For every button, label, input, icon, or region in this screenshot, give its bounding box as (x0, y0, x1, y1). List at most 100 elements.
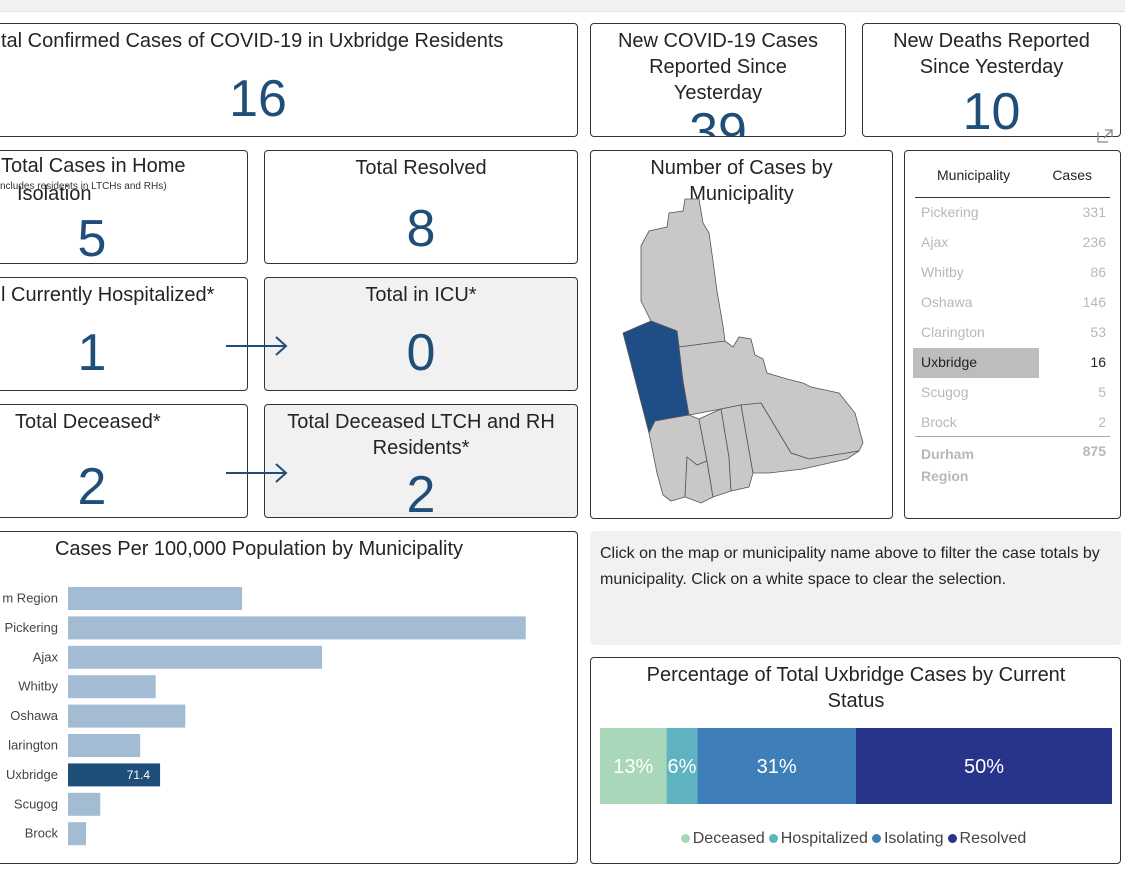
municipality-cases: 146 (1082, 294, 1106, 310)
municipality-cases: 236 (1082, 234, 1106, 250)
legend-label: Hospitalized (780, 830, 868, 847)
municipality-name: Ajax (921, 234, 949, 250)
bar-category-label: larington (8, 738, 58, 753)
new-deaths-value: 10 (962, 83, 1021, 137)
municipality-name: Brock (921, 414, 957, 430)
bar-larington[interactable] (68, 734, 141, 757)
new-cases-card[interactable]: New COVID-19 Cases Reported Since Yester… (590, 23, 846, 137)
stack-segment-isolating[interactable] (697, 728, 856, 804)
bar-data-label: 71.4 (127, 768, 151, 782)
new-deaths-title: New Deaths Reported Since Yesterday (893, 30, 1090, 78)
bar-ajax[interactable] (68, 645, 323, 669)
table-row[interactable]: Brock 2 (913, 408, 1112, 438)
top-strip (0, 0, 1125, 12)
legend-dot-icon (871, 833, 881, 843)
arrow-right-icon (226, 336, 288, 356)
arrow-right-icon (226, 463, 288, 483)
stack-segment-label: 50% (964, 756, 1004, 778)
expand-icon[interactable] (1096, 128, 1114, 144)
legend-dot-icon (680, 833, 690, 843)
municipality-cases: 86 (1090, 264, 1106, 280)
municipality-name: Oshawa (921, 294, 973, 310)
deceased-value: 2 (77, 458, 107, 516)
new-cases-title: New COVID-19 Cases Reported Since Yester… (617, 30, 819, 104)
legend-label: Resolved (959, 830, 1027, 847)
map-card[interactable]: Number of Cases by Municipality (590, 150, 893, 519)
municipality-name: Pickering (921, 204, 979, 220)
legend-label: Deceased (692, 830, 765, 847)
home-isolation-note: ncludes residents in LTCHs and RHs) (0, 181, 167, 192)
total-resolved-title: Total Resolved (355, 157, 487, 179)
bar-m-region[interactable] (68, 587, 243, 610)
bar-category-label: Whitby (18, 679, 58, 694)
municipality-name: Scugog (921, 384, 969, 400)
legend-item-isolating[interactable]: Isolating (871, 830, 944, 847)
cases-per-100k-card[interactable]: Cases Per 100,000 Population by Municipa… (0, 531, 578, 864)
bar-whitby[interactable] (68, 675, 156, 699)
cases-per-100k-chart: Cases Per 100,000 Population by Municipa… (2, 538, 526, 846)
legend-item-resolved[interactable]: Resolved (947, 830, 1027, 847)
bar-category-label: m Region (2, 591, 58, 606)
bar-category-label: Brock (25, 826, 59, 841)
table-row[interactable]: Whitby 86 (913, 258, 1112, 288)
deceased-ltch-value: 2 (406, 466, 436, 518)
total-row-label[interactable]: Durham Region (921, 446, 974, 484)
bar-pickering[interactable] (68, 616, 526, 640)
bar-scugog[interactable] (68, 792, 101, 816)
icu-card[interactable]: Total in ICU* 0 (264, 277, 578, 391)
deceased-ltch-title: Total Deceased LTCH and RH Residents* (287, 411, 555, 459)
municipality-name: Clarington (921, 324, 985, 340)
legend-dot-icon (947, 833, 957, 843)
total-row-value: 875 (1082, 443, 1106, 459)
deceased-title: Total Deceased* (15, 411, 161, 433)
bar-category-label: Ajax (33, 649, 59, 664)
table-row[interactable]: Pickering 331 (913, 198, 1112, 228)
legend-item-deceased[interactable]: Deceased (680, 830, 765, 847)
icu-title: Total in ICU* (365, 284, 477, 306)
home-isolation-title-line1: Total Cases in Home (1, 155, 186, 177)
table-row[interactable]: Clarington 53 (913, 318, 1112, 348)
table-row[interactable]: Ajax 236 (913, 228, 1112, 258)
bar-category-label: Oshawa (10, 708, 58, 723)
home-isolation-title-line2: Isolation (17, 183, 92, 205)
new-deaths-card[interactable]: New Deaths Reported Since Yesterday 10 (862, 23, 1121, 137)
legend-dot-icon (768, 833, 778, 843)
home-isolation-card[interactable]: Total Cases in Home Isolation ncludes re… (0, 150, 248, 264)
table-row[interactable]: Uxbridge 16 (913, 348, 1112, 378)
bar-category-label: Pickering (5, 620, 58, 635)
durham-region-map[interactable] (591, 151, 893, 519)
total-resolved-card[interactable]: Total Resolved 8 (264, 150, 578, 264)
status-percentage-chart: Percentage of Total Uxbridge Cases by Cu… (600, 664, 1112, 804)
municipality-name: Uxbridge (921, 354, 978, 370)
stack-segment-hospitalized[interactable] (666, 728, 698, 804)
stack-segment-label: 31% (757, 756, 797, 778)
table-row[interactable]: Scugog 5 (913, 378, 1112, 408)
hospitalized-card[interactable]: l Currently Hospitalized* 1 (0, 277, 248, 391)
deceased-ltch-card[interactable]: Total Deceased LTCH and RH Residents* 2 (264, 404, 578, 518)
bar-oshawa[interactable] (68, 704, 186, 728)
legend-item-hospitalized[interactable]: Hospitalized (768, 830, 868, 847)
stack-segment-deceased[interactable] (600, 728, 667, 804)
bar-uxbridge[interactable] (68, 763, 161, 787)
map-title: Number of Cases by Municipality (650, 157, 833, 205)
bar-chart-title: Cases Per 100,000 Population by Municipa… (55, 538, 463, 560)
hospitalized-value: 1 (77, 324, 107, 382)
municipality-cases: 5 (1098, 384, 1106, 400)
instructions-text: Click on the map or municipality name ab… (590, 531, 1121, 645)
table-row[interactable]: Oshawa 146 (913, 288, 1112, 318)
municipality-cases: 16 (1090, 354, 1106, 370)
home-isolation-value: 5 (77, 210, 107, 264)
column-header-municipality[interactable]: Municipality (937, 167, 1011, 183)
column-header-cases[interactable]: Cases (1052, 167, 1092, 183)
status-legend: Deceased Hospitalized Isolating Resolved (591, 830, 1120, 848)
map-region-clarington[interactable] (740, 402, 860, 474)
deceased-card[interactable]: Total Deceased* 2 (0, 404, 248, 518)
stack-segment-resolved[interactable] (856, 728, 1112, 804)
bar-category-label: Scugog (14, 796, 58, 811)
row-highlight (913, 348, 1039, 378)
bar-brock[interactable] (68, 822, 87, 846)
header-divider (915, 197, 1110, 198)
status-percentage-card[interactable]: Percentage of Total Uxbridge Cases by Cu… (590, 657, 1121, 864)
municipality-table-card[interactable]: Municipality Cases Pickering 331 Ajax 236 Wh… (904, 150, 1121, 519)
total-confirmed-card[interactable]: tal Confirmed Cases of COVID-19 in Uxbri… (0, 23, 578, 137)
